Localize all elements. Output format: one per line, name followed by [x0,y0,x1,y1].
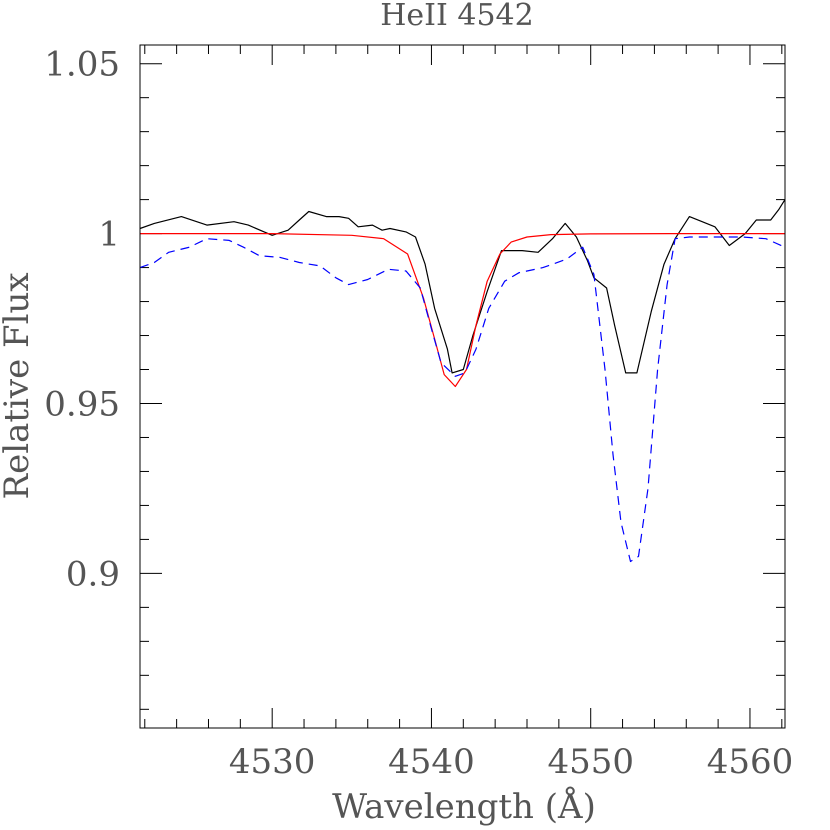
y-tick-label: 0.95 [44,384,120,424]
series-line-3 [139,236,786,563]
plot-frame [139,44,786,729]
x-axis-label: Wavelength (Å) [332,786,596,827]
plot-lines [139,199,786,563]
x-tick-label: 4540 [388,742,475,782]
chart-title: HeII 4542 [380,0,534,33]
tick-labels: 4530 4540 4550 4560 0.9 0.95 1 1.05 [44,45,793,782]
axis-ticks [140,45,785,728]
y-axis-label: Relative Flux [0,272,37,499]
x-tick-label: 4550 [547,742,634,782]
y-tick-label: 1 [98,215,120,255]
x-tick-label: 4560 [707,742,794,782]
x-tick-label: 4530 [229,742,316,782]
series-line-2 [140,233,785,388]
y-tick-label: 1.05 [44,45,120,85]
series-line-1 [139,199,786,374]
y-tick-label: 0.9 [66,554,120,594]
